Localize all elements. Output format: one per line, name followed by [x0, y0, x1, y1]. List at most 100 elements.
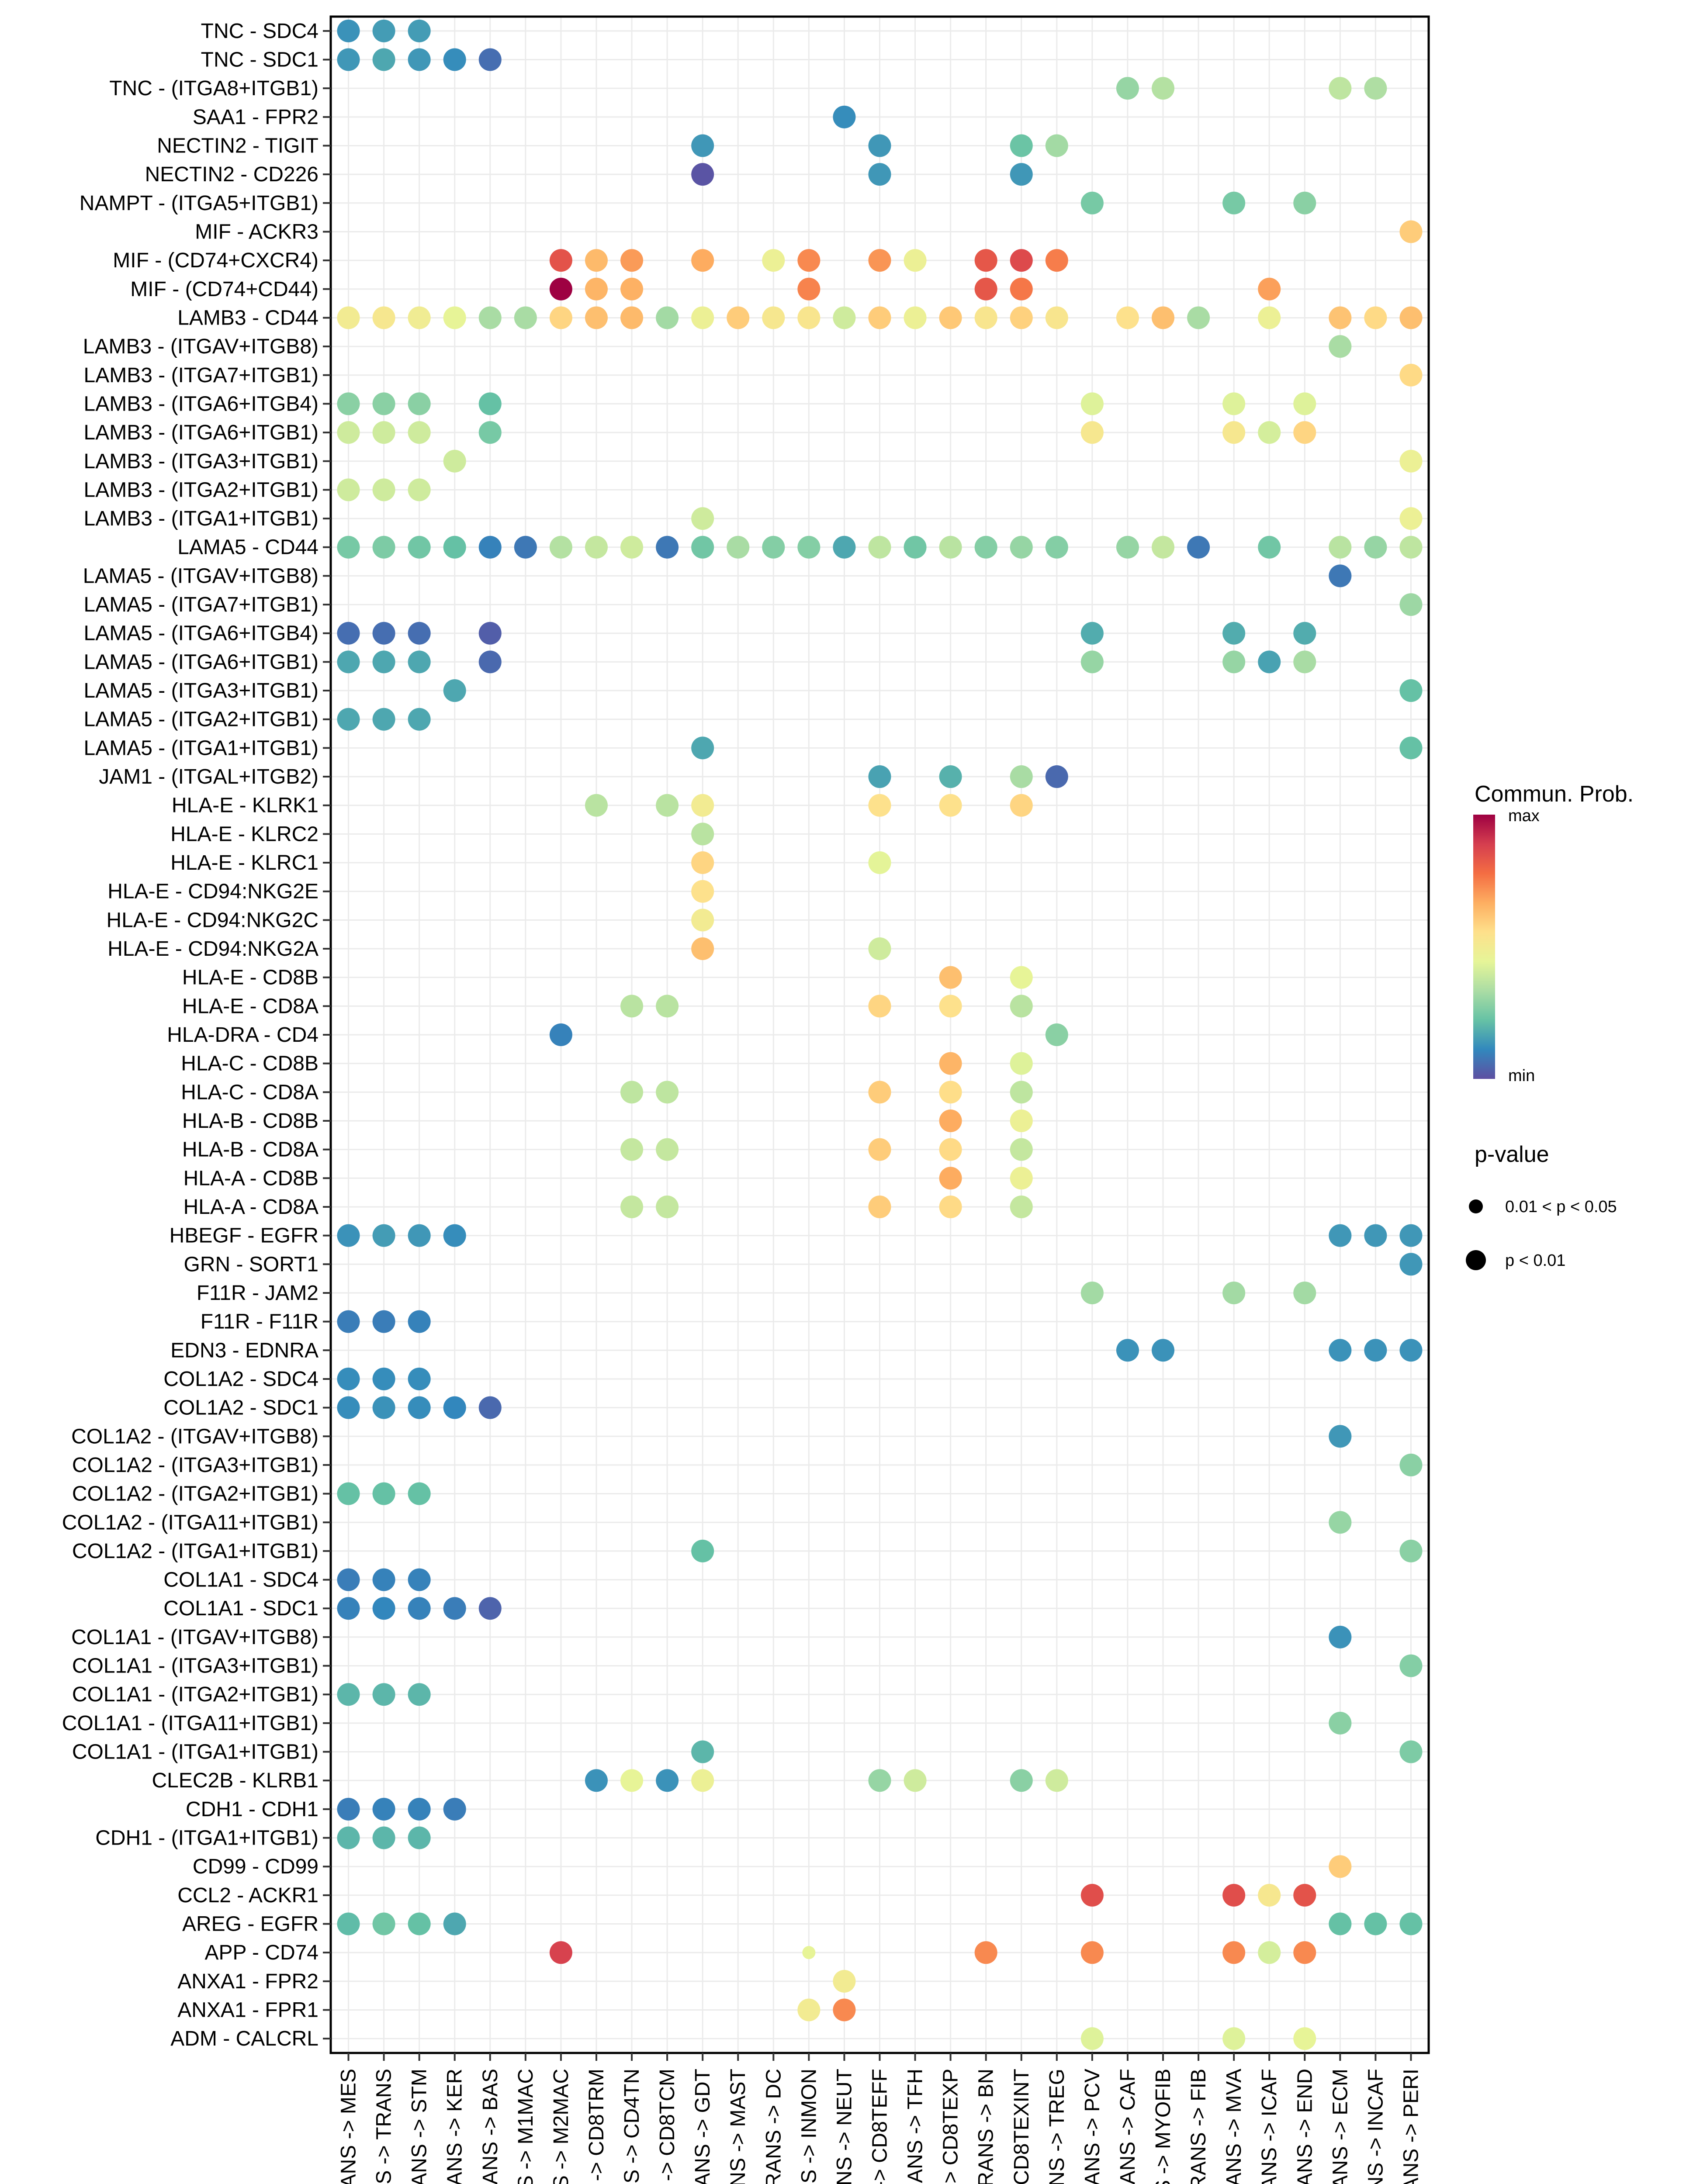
dot: [797, 306, 821, 329]
y-tick-label: HLA-E - CD8B: [182, 966, 319, 989]
dot: [585, 1769, 608, 1792]
dot: [797, 277, 821, 301]
dot: [1293, 2027, 1316, 2050]
dot: [1364, 77, 1387, 100]
y-tick-label: LAMA5 - (ITGA7+ITGB1): [84, 593, 319, 616]
dot: [1222, 1281, 1246, 1304]
dot: [337, 708, 360, 731]
dot: [337, 1396, 360, 1419]
dot: [1293, 622, 1316, 645]
dot: [974, 306, 997, 329]
dot: [1329, 564, 1352, 587]
dot: [1329, 1711, 1352, 1735]
dot: [1329, 1511, 1352, 1534]
y-tick-label: F11R - JAM2: [197, 1282, 319, 1305]
dot: [1045, 536, 1068, 559]
dot: [443, 48, 466, 71]
y-tick-label: SAA1 - FPR2: [193, 106, 319, 129]
y-tick-label: COL1A1 - (ITGA3+ITGB1): [72, 1655, 319, 1678]
dot: [1399, 449, 1423, 473]
x-tick-label: TRANS -> INMON: [797, 2069, 821, 2184]
dot: [620, 1195, 644, 1218]
dot: [691, 163, 714, 186]
y-tick-label: COL1A2 - (ITGA2+ITGB1): [72, 1482, 319, 1506]
dot: [691, 1769, 714, 1792]
dot: [868, 995, 891, 1018]
dot: [1399, 1224, 1423, 1247]
y-tick-label: HBEGF - EGFR: [170, 1224, 319, 1248]
x-tick-label: TRANS -> GDT: [691, 2069, 714, 2184]
dot: [337, 1597, 360, 1620]
x-axis: TRANS -> MES TRANS -> TRANS TRANS -> STM TR…: [337, 2053, 1423, 2184]
dot: [408, 1568, 431, 1591]
dot: [1116, 1339, 1139, 1362]
dot: [372, 1826, 395, 1849]
dot: [974, 277, 997, 301]
y-tick-label: CCL2 - ACKR1: [177, 1884, 319, 1907]
x-tick-label: TRANS -> CD8TCM: [656, 2069, 679, 2184]
y-tick-label: LAMA5 - (ITGA2+ITGB1): [84, 708, 319, 731]
dot: [1080, 2027, 1104, 2050]
dot: [372, 421, 395, 444]
dot: [478, 421, 502, 444]
dot: [656, 794, 679, 817]
dot: [1329, 1425, 1352, 1448]
x-tick-label: TRANS -> M1MAC: [514, 2069, 537, 2184]
dot: [408, 1597, 431, 1620]
dot: [939, 1052, 962, 1075]
x-tick-label: TRANS -> MYOFIB: [1152, 2069, 1175, 2184]
x-tick-label: TRANS -> BAS: [479, 2069, 502, 2184]
dot: [1399, 736, 1423, 760]
dot: [868, 1195, 891, 1218]
dot: [337, 1310, 360, 1333]
x-tick-label: TRANS -> ICAF: [1258, 2069, 1281, 2184]
dot: [443, 1597, 466, 1620]
dot: [337, 1482, 360, 1505]
dot: [585, 277, 608, 301]
y-tick-label: COL1A2 - SDC4: [163, 1368, 319, 1391]
y-tick-label: JAM1 - (ITGAL+ITGB2): [99, 765, 319, 788]
y-tick-label: MIF - (CD74+CXCR4): [113, 249, 319, 272]
dot: [1080, 650, 1104, 674]
dot: [408, 536, 431, 559]
dot: [549, 1941, 572, 1964]
dot: [1258, 306, 1281, 329]
dot: [337, 622, 360, 645]
dot: [408, 478, 431, 501]
dot: [1222, 650, 1246, 674]
dot: [337, 478, 360, 501]
dot: [337, 48, 360, 71]
y-tick-label: AREG - EGFR: [182, 1913, 319, 1936]
y-tick-label: HLA-B - CD8A: [182, 1138, 319, 1161]
dot: [1399, 1740, 1423, 1763]
dot: [372, 1683, 395, 1706]
dot: [337, 306, 360, 329]
dot: [1258, 421, 1281, 444]
dot: [1116, 306, 1139, 329]
dot: [1152, 306, 1175, 329]
dot: [1329, 1339, 1352, 1362]
y-tick-label: TNC - SDC4: [201, 20, 319, 43]
x-tick-label: TRANS -> FIB: [1187, 2069, 1210, 2184]
y-tick-label: COL1A2 - (ITGA11+ITGB1): [62, 1511, 319, 1534]
dot: [1258, 277, 1281, 301]
dot: [1152, 1339, 1175, 1362]
color-legend-title: Commun. Prob.: [1475, 781, 1634, 807]
dot: [1080, 1281, 1104, 1304]
dot: [1329, 1912, 1352, 1935]
dot: [585, 306, 608, 329]
dot: [1329, 77, 1352, 100]
dot: [691, 937, 714, 961]
y-tick-label: NECTIN2 - CD226: [145, 163, 319, 186]
y-tick-label: LAMB3 - (ITGAV+ITGB8): [83, 335, 319, 358]
dot: [1010, 966, 1033, 989]
dot: [1364, 1339, 1387, 1362]
x-tick-label: TRANS -> ECM: [1329, 2069, 1352, 2184]
dot: [1080, 191, 1104, 214]
x-tick-label: TRANS -> PERI: [1399, 2069, 1423, 2184]
dot: [1152, 536, 1175, 559]
y-tick-label: CDH1 - CDH1: [186, 1798, 319, 1821]
dot: [974, 249, 997, 272]
dot: [1080, 622, 1104, 645]
dot: [337, 1683, 360, 1706]
